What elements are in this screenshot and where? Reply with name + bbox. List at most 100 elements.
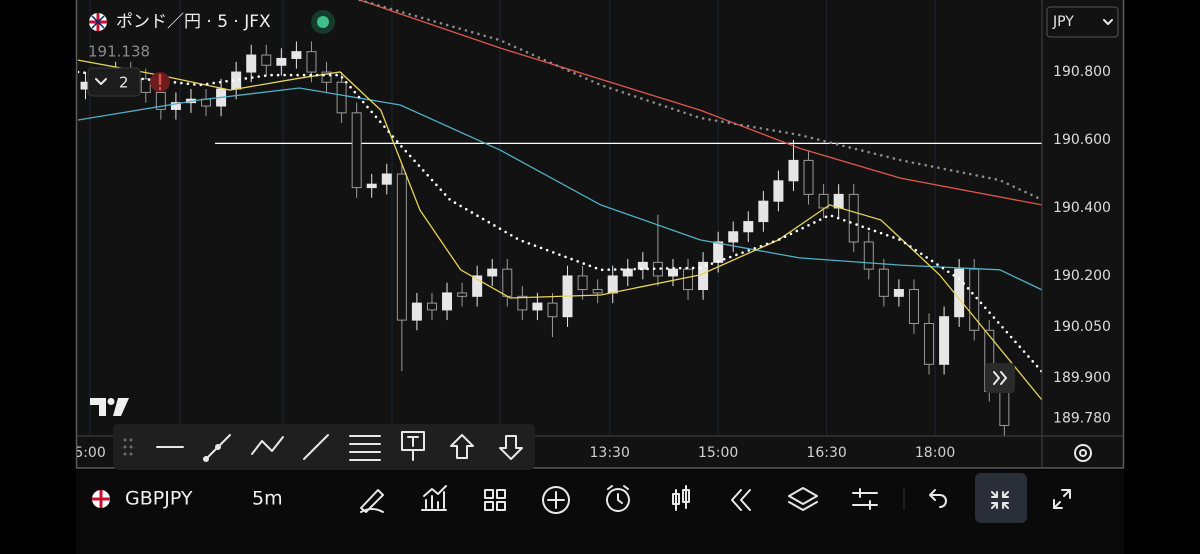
candle-body bbox=[547, 302, 558, 318]
candle-body bbox=[336, 81, 347, 114]
undo-button[interactable] bbox=[929, 489, 947, 508]
flag-icon bbox=[92, 490, 110, 508]
text-tool[interactable] bbox=[401, 431, 425, 461]
x-tick-label: 15:00 bbox=[698, 445, 738, 461]
currency-select[interactable] bbox=[1046, 6, 1119, 38]
candle-body bbox=[411, 302, 422, 321]
candle-body bbox=[939, 316, 950, 365]
candle-body bbox=[155, 91, 166, 110]
moving-average bbox=[358, 0, 1042, 202]
candle-body bbox=[487, 268, 498, 277]
y-tick-label: 190.050 bbox=[1053, 319, 1111, 335]
draw-button[interactable] bbox=[360, 489, 384, 513]
y-tick-label: 190.800 bbox=[1053, 64, 1111, 80]
bottom-bar bbox=[76, 470, 1124, 554]
status-dot bbox=[317, 16, 329, 28]
candle-body bbox=[457, 292, 468, 297]
arrow-up-tool[interactable] bbox=[450, 434, 474, 459]
flag-icon bbox=[89, 13, 107, 31]
candle-body bbox=[924, 323, 935, 365]
fullscreen-button[interactable] bbox=[1053, 489, 1071, 509]
candle-body bbox=[713, 241, 724, 263]
arrow-down-tool[interactable] bbox=[499, 435, 523, 460]
x-tick-label: 16:30 bbox=[806, 445, 846, 461]
indicators-button[interactable] bbox=[421, 485, 447, 511]
candle-body bbox=[833, 193, 844, 209]
candle-body bbox=[170, 102, 181, 110]
candle-body bbox=[954, 268, 965, 318]
candle-body bbox=[276, 57, 287, 66]
candle-body bbox=[773, 180, 784, 202]
candle-body bbox=[140, 78, 151, 93]
candle-body bbox=[321, 71, 332, 83]
settings-icon[interactable] bbox=[1074, 444, 1092, 462]
candle-body bbox=[863, 241, 874, 270]
price-axis: 190.800 190.600 190.400 190.200 190.050 189.9… bbox=[1053, 64, 1111, 427]
y-tick-label: 190.600 bbox=[1053, 132, 1111, 148]
indicator-toggle[interactable] bbox=[87, 67, 141, 97]
active-button-bg bbox=[975, 473, 1027, 523]
candle-body bbox=[366, 183, 377, 189]
moving-average bbox=[78, 87, 1042, 291]
candle-body bbox=[592, 289, 603, 294]
moving-average bbox=[359, 0, 1042, 206]
candle-body bbox=[607, 275, 618, 294]
session-grid bbox=[179, 0, 501, 436]
x-tick-label: 13:30 bbox=[590, 445, 630, 461]
symbol-title: ポンド／円 · 5 · JFX bbox=[116, 12, 271, 32]
candle-body bbox=[201, 98, 212, 107]
candle-body bbox=[667, 268, 678, 277]
layouts-button[interactable] bbox=[484, 489, 506, 511]
candle-body bbox=[683, 268, 694, 291]
drag-handle[interactable] bbox=[123, 438, 133, 456]
trend-line-tool[interactable] bbox=[303, 434, 329, 460]
candle-body bbox=[577, 275, 588, 291]
moving-average bbox=[78, 70, 1042, 374]
exit-fullscreen-button[interactable] bbox=[991, 491, 1009, 509]
y-tick-label: 190.400 bbox=[1053, 200, 1111, 216]
layers-button[interactable] bbox=[788, 487, 818, 511]
fib-tool[interactable] bbox=[349, 435, 381, 461]
chart-type-button[interactable] bbox=[672, 485, 690, 511]
settings-sliders-button[interactable] bbox=[852, 488, 878, 510]
drawing-toolbar bbox=[113, 424, 535, 470]
interval[interactable]: 5m bbox=[252, 488, 283, 510]
y-tick-label: 189.780 bbox=[1053, 411, 1111, 427]
indicator-count: 2 bbox=[119, 74, 129, 92]
candle-body bbox=[818, 193, 829, 209]
candle-body bbox=[426, 302, 437, 311]
currency-label: JPY bbox=[1052, 14, 1074, 30]
candle-body bbox=[637, 261, 648, 270]
candle-body bbox=[848, 193, 859, 243]
polyline-tool[interactable] bbox=[251, 436, 284, 455]
double-chevron-icon bbox=[993, 371, 1007, 385]
x-tick-label: 18:00 bbox=[915, 445, 955, 461]
candle-body bbox=[517, 295, 528, 311]
candle-body bbox=[698, 261, 709, 291]
candle-body bbox=[442, 292, 453, 311]
candle-body bbox=[396, 173, 407, 321]
candle-body bbox=[803, 159, 814, 195]
moving-average bbox=[78, 59, 1042, 401]
candle-body bbox=[743, 221, 754, 233]
chevron-icon bbox=[95, 78, 107, 85]
candle-body bbox=[472, 275, 483, 297]
candle-body bbox=[878, 268, 889, 297]
tv-logo bbox=[90, 398, 129, 416]
candle-body bbox=[532, 302, 543, 311]
time-axis: 5:00 13:30 15:00 16:30 18:00 bbox=[77, 445, 955, 461]
replay-button[interactable] bbox=[731, 489, 751, 511]
ray-tool[interactable] bbox=[203, 434, 231, 462]
candle-body bbox=[246, 54, 257, 73]
tick-grid bbox=[89, 0, 936, 436]
alert-button[interactable] bbox=[606, 485, 630, 512]
candle-body bbox=[908, 289, 919, 325]
candle-body bbox=[893, 289, 904, 297]
candle-body bbox=[351, 112, 362, 189]
symbol-name[interactable]: GBPJPY bbox=[125, 488, 193, 510]
add-button[interactable] bbox=[542, 486, 570, 514]
y-tick-label: 189.900 bbox=[1053, 370, 1111, 386]
chart-panel bbox=[75, 0, 1125, 469]
